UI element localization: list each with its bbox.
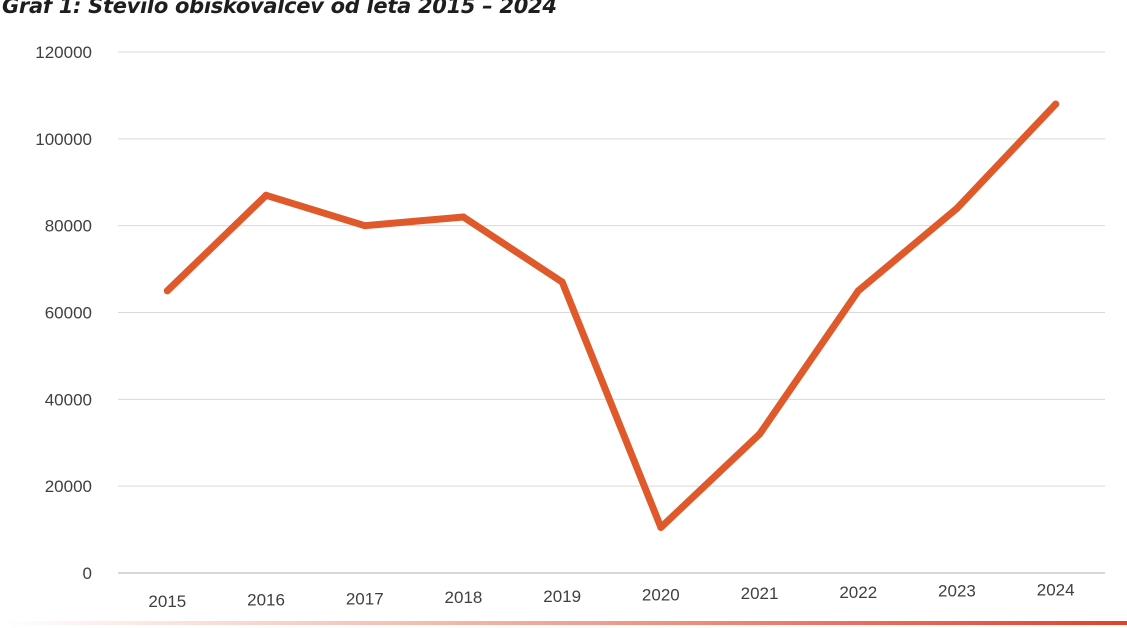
x-axis-tick-labels: 2015 2016 2017 2018 2019 2020 2021 2022 2023 2024 (148, 580, 1074, 611)
gridlines (118, 51, 1105, 574)
y-tick-label: 120000 (35, 43, 92, 62)
chart-title: Graf 1: Število obiskovalcev od leta 201… (2, 0, 557, 18)
y-tick-label: 0 (83, 564, 92, 583)
y-tick-label: 100000 (35, 130, 92, 149)
data-point (459, 213, 467, 221)
x-tick-label: 2022 (839, 583, 877, 602)
x-tick-label: 2019 (543, 587, 581, 606)
x-tick-label: 2021 (741, 584, 779, 603)
y-tick-label: 60000 (45, 304, 92, 323)
data-point (262, 191, 270, 199)
series-line (163, 100, 1060, 531)
y-tick-label: 20000 (45, 477, 92, 496)
data-point (657, 523, 665, 531)
bottom-accent-rule (0, 621, 1127, 625)
x-tick-label: 2020 (642, 586, 680, 605)
y-tick-label: 40000 (45, 390, 92, 409)
y-tick-label: 80000 (45, 217, 92, 236)
data-point (854, 287, 862, 295)
y-axis-tick-labels: 0 20000 40000 60000 80000 100000 120000 (35, 43, 92, 583)
data-point (361, 222, 369, 230)
data-point (163, 287, 171, 295)
x-tick-label: 2018 (445, 588, 483, 607)
x-tick-label: 2016 (247, 591, 285, 610)
data-point (1052, 100, 1060, 108)
data-point (756, 430, 764, 438)
series-layer (163, 100, 1060, 531)
x-tick-label: 2024 (1037, 580, 1075, 599)
x-tick-label: 2017 (346, 589, 384, 608)
x-tick-label: 2023 (938, 582, 976, 601)
data-point (953, 204, 961, 212)
x-tick-label: 2015 (148, 592, 186, 611)
data-point (558, 278, 566, 286)
